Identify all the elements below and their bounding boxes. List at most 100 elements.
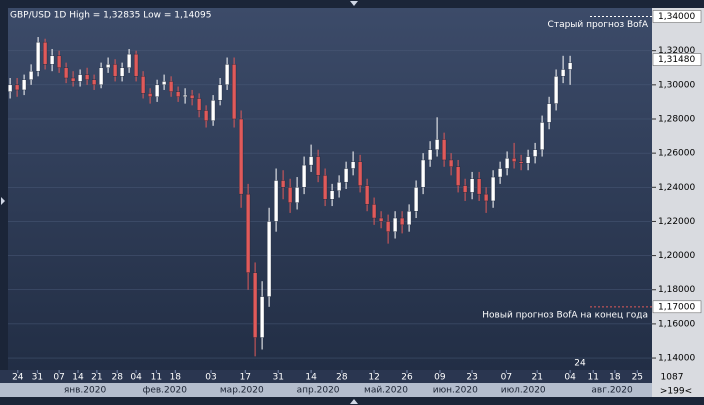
bar-count: 1087 <box>661 373 684 383</box>
candle-body <box>420 159 426 188</box>
month-label: мар.2020 <box>220 386 264 396</box>
candle-body <box>518 161 524 164</box>
candle-body <box>441 139 447 161</box>
x-tick-label: 25 <box>632 373 643 383</box>
month-label: фев.2020 <box>143 386 188 396</box>
candle-body <box>21 79 27 91</box>
candle-body <box>49 55 55 65</box>
bottom-arrow <box>350 399 358 404</box>
candle-body <box>231 64 237 120</box>
candle-body <box>511 158 517 162</box>
y-tick-label: 1,18000 <box>658 285 695 295</box>
candle-body <box>371 204 377 219</box>
x-tick-label: 04 <box>564 373 576 383</box>
left-arrow <box>1 197 5 205</box>
candle-body <box>84 74 90 80</box>
y-tick-label: 1,20000 <box>658 251 695 261</box>
month-label: май.2020 <box>364 386 408 396</box>
x-tick-label: 11 <box>151 373 162 383</box>
x-tick-label: 14 <box>72 373 84 383</box>
candle-body <box>168 81 174 92</box>
candle-body <box>273 180 279 222</box>
candle-body <box>462 185 468 193</box>
candle-body <box>203 110 209 121</box>
candle-body <box>98 67 104 86</box>
candle-body <box>35 41 41 72</box>
candle-body <box>140 76 146 94</box>
x-tick-label: 07 <box>53 373 64 383</box>
candle-body <box>259 296 265 338</box>
candle-body <box>553 76 559 104</box>
candle-body <box>385 221 391 232</box>
candle-body <box>224 64 230 86</box>
candle-body <box>210 100 216 121</box>
candle-body <box>483 193 489 202</box>
y-tick-label: 1,32000 <box>658 46 695 56</box>
candle-body <box>126 53 132 68</box>
y-tick-label: 1,24000 <box>658 183 695 193</box>
candle-body <box>217 84 223 101</box>
x-tick-label: 31 <box>32 373 43 383</box>
x-tick-label: 04 <box>130 373 142 383</box>
x-tick-label: 26 <box>401 373 413 383</box>
x-tick-label: 14 <box>305 373 317 383</box>
month-label: янв.2020 <box>64 386 107 396</box>
candle-body <box>448 159 454 168</box>
y-tick-label: 1,26000 <box>658 149 695 159</box>
candle-body <box>7 84 13 92</box>
scroll-label[interactable]: >199< <box>660 387 692 397</box>
candle-body <box>14 84 20 91</box>
candle-body <box>56 55 62 68</box>
candle-body <box>308 156 314 166</box>
last-price: 1,31480 <box>658 55 695 65</box>
candle-body <box>539 122 545 150</box>
candle-body <box>434 139 440 150</box>
month-label: авг.2020 <box>591 386 633 396</box>
forecast-text: Старый прогноз BofA <box>548 20 649 30</box>
forecast-text: Новый прогноз BofA на конец года <box>482 310 648 320</box>
candle-body <box>567 62 573 70</box>
candle-body <box>357 161 363 186</box>
candle-body <box>287 187 293 203</box>
x-tick-label: 12 <box>368 373 379 383</box>
candle-body <box>266 221 272 297</box>
candle-body <box>294 187 300 203</box>
y-tick-label: 1,28000 <box>658 114 695 124</box>
x-tick-label: 24 <box>12 373 24 383</box>
candle-body <box>406 210 412 226</box>
candle-body <box>154 84 160 97</box>
candle-body <box>70 77 76 82</box>
date-axis <box>0 370 704 383</box>
candle-body <box>322 175 328 200</box>
x-tick-label: 21 <box>91 373 102 383</box>
month-label: июн.2020 <box>433 386 478 396</box>
candle-body <box>315 156 321 176</box>
candle-body <box>77 74 83 82</box>
candle-body <box>175 91 181 97</box>
candle-body <box>280 180 286 188</box>
candle-body <box>119 67 125 77</box>
candle-body <box>252 272 258 338</box>
candle-body <box>504 158 510 169</box>
candle-body <box>161 81 167 86</box>
x-tick-label: 18 <box>609 373 621 383</box>
x-tick-label: 21 <box>531 373 542 383</box>
y-tick-label: 1,30000 <box>658 80 695 90</box>
candle-body <box>392 217 398 232</box>
candle-body <box>189 94 195 99</box>
last-price-box <box>652 53 702 66</box>
candle-body <box>455 166 461 186</box>
candle-body <box>476 178 482 195</box>
candle-body <box>91 79 97 86</box>
y-tick-label: 1,14000 <box>658 354 695 364</box>
y-tick-label: 1,16000 <box>658 319 695 329</box>
month-axis <box>0 383 704 397</box>
x-tick-label: 28 <box>336 373 348 383</box>
x-tick-label: 11 <box>587 373 598 383</box>
x-tick-label: 07 <box>501 373 512 383</box>
candle-body <box>245 193 251 273</box>
candle-body <box>532 149 538 157</box>
candle-body <box>336 181 342 191</box>
candle-body <box>112 64 118 77</box>
